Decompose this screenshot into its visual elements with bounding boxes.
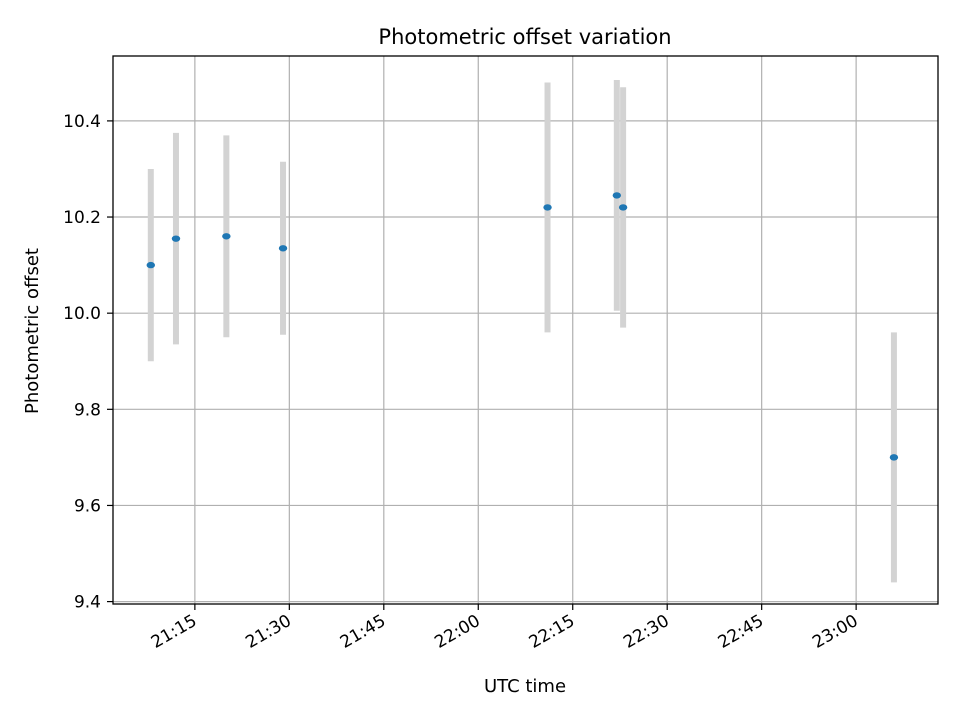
data-point [612,192,622,199]
ticks: 21:15 21:30 21:45 22:00 22:15 22:30 22:45 23:00… [63,112,861,653]
y-axis-title: Photometric offset [22,248,43,414]
y-tick-label: 9.8 [74,400,101,420]
y-tick-label: 10.2 [63,208,101,228]
error-bars [147,80,897,583]
data-point [171,235,181,242]
y-tick-label: 10.4 [63,112,101,132]
grid [113,56,938,604]
data-point [543,204,552,211]
x-tick-label: 21:15 [148,611,200,653]
x-tick-label: 22:45 [715,611,767,653]
data-point [222,233,231,240]
x-tick-label: 21:45 [337,611,389,653]
x-tick-label: 22:15 [526,611,578,653]
data-point [618,204,628,211]
chart-title: Photometric offset variation [378,25,671,49]
x-tick-label: 23:00 [809,611,861,653]
x-tick-label: 22:30 [620,611,672,653]
y-tick-label: 9.4 [74,593,101,613]
x-axis-title: UTC time [484,676,566,697]
x-tick-label: 21:30 [242,611,294,653]
y-tick-label: 9.6 [74,496,101,516]
plot-frame [112,55,939,605]
data-points [146,192,899,461]
y-tick-label: 10.0 [63,304,101,324]
x-tick-label: 22:00 [431,611,483,653]
data-point [278,245,288,252]
data-point [146,261,155,269]
data-point [889,454,899,461]
